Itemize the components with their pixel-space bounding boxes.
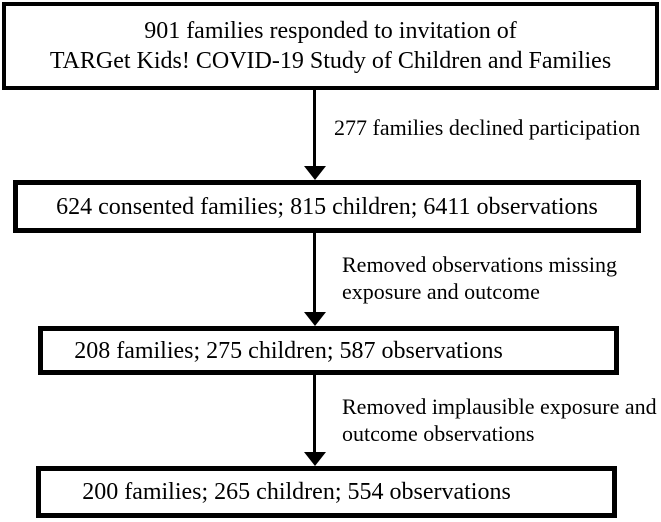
arrow-label-removed-missing-line-1: Removed observations missing (342, 252, 617, 277)
box-responded-line-2: TARGet Kids! COVID-19 Study of Children … (49, 48, 612, 74)
box-after-missing-removed: 208 families; 275 children; 587 observat… (38, 326, 619, 375)
box-after-missing-removed-text: 208 families; 275 children; 587 observat… (74, 337, 503, 364)
box-final-sample: 200 families; 265 children; 554 observat… (36, 466, 617, 518)
arrow-down-icon (304, 166, 326, 180)
arrow-label-declined-text: 277 families declined participation (334, 115, 641, 140)
box-consented-families: 624 consented families; 815 children; 64… (13, 180, 641, 233)
arrow-down-icon (304, 312, 326, 326)
box-consented-text: 624 consented families; 815 children; 64… (56, 193, 598, 220)
arrow-label-removed-implausible: Removed implausible exposure and outcome… (342, 393, 657, 447)
arrow-line-removed-missing (313, 233, 316, 313)
box-responded-families: 901 families responded to invitation of … (2, 2, 659, 90)
box-final-sample-text: 200 families; 265 children; 554 observat… (82, 479, 511, 505)
arrow-line-removed-implausible (313, 375, 316, 453)
arrow-label-removed-missing: Removed observations missing exposure an… (342, 251, 617, 305)
arrow-label-removed-implausible-line-1: Removed implausible exposure and (342, 394, 657, 419)
arrow-label-removed-missing-line-2: exposure and outcome (342, 279, 540, 304)
arrow-line-declined (313, 90, 316, 167)
box-responded-line-1: 901 families responded to invitation of (144, 18, 517, 44)
arrow-down-icon (304, 452, 326, 466)
arrow-label-removed-implausible-line-2: outcome observations (342, 421, 535, 446)
arrow-label-declined: 277 families declined participation (334, 114, 640, 141)
